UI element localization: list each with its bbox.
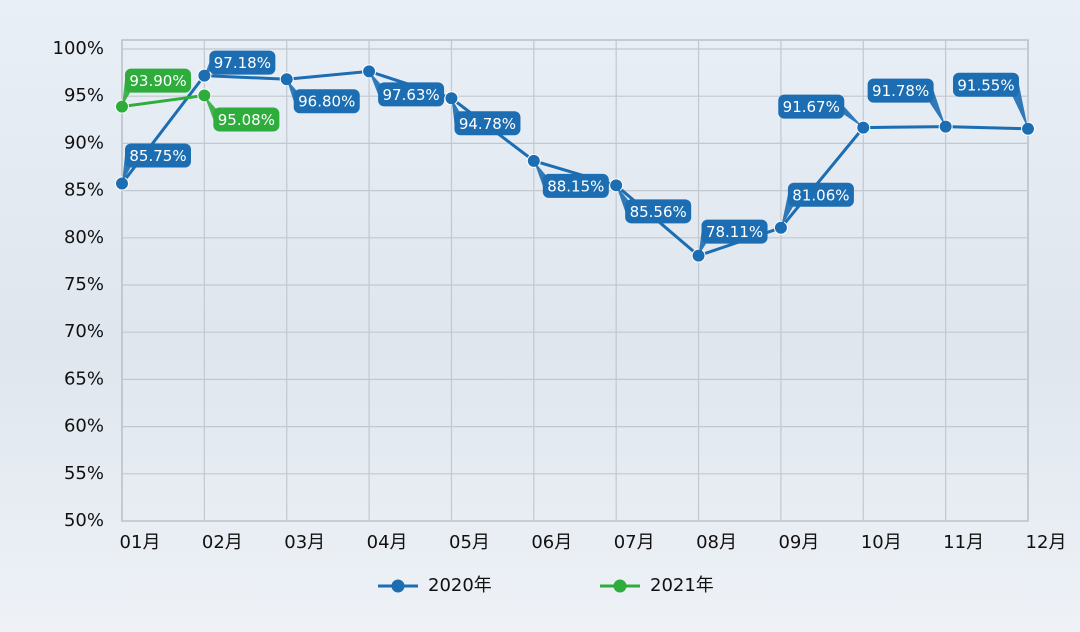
series-line <box>120 69 1029 258</box>
label-box <box>787 182 854 207</box>
y-tick-label: 50% <box>64 510 104 531</box>
data-label: 94.78% <box>459 115 516 133</box>
series-line <box>121 93 205 109</box>
label-box <box>542 173 609 198</box>
x-tick-label: 09月 <box>778 532 819 553</box>
data-label: 93.90% <box>129 72 186 90</box>
x-tick-label: 04月 <box>367 532 408 553</box>
y-tick-label: 85% <box>64 180 104 201</box>
label-box <box>213 107 280 132</box>
x-tick-label: 03月 <box>284 532 325 553</box>
x-tick-label: 01月 <box>120 532 161 553</box>
label-box <box>625 199 692 224</box>
data-label: 91.55% <box>957 76 1014 94</box>
y-tick-label: 70% <box>64 321 104 342</box>
legend-label: 2021年 <box>650 575 714 596</box>
data-label: 91.78% <box>872 82 929 100</box>
label-box <box>293 89 360 114</box>
x-tick-label: 08月 <box>696 532 737 553</box>
data-label: 97.18% <box>214 54 271 72</box>
y-tick-label: 95% <box>64 85 104 106</box>
label-box <box>125 68 191 93</box>
legend-marker <box>613 579 627 593</box>
legend-label: 2020年 <box>428 575 492 596</box>
x-tick-label: 06月 <box>531 532 572 553</box>
label-box <box>378 82 445 107</box>
y-tick-label: 60% <box>64 416 104 437</box>
x-tick-label: 10月 <box>861 532 902 553</box>
label-box <box>953 72 1019 97</box>
x-tick-label: 02月 <box>202 532 243 553</box>
y-tick-label: 65% <box>64 368 104 389</box>
x-tick-label: 12月 <box>1026 532 1067 553</box>
label-box <box>701 219 768 244</box>
y-tick-label: 100% <box>53 38 104 59</box>
y-tick-label: 75% <box>64 274 104 295</box>
data-label: 95.08% <box>218 111 275 129</box>
label-tail <box>204 62 222 76</box>
data-label: 91.67% <box>783 98 840 116</box>
label-box <box>125 143 191 168</box>
legend-marker <box>391 579 405 593</box>
label-box <box>867 78 934 103</box>
data-label: 78.11% <box>706 223 763 241</box>
data-label: 81.06% <box>792 186 849 204</box>
y-tick-label: 55% <box>64 463 104 484</box>
y-tick-label: 80% <box>64 227 104 248</box>
x-tick-label: 07月 <box>614 532 655 553</box>
data-label: 88.15% <box>547 177 604 195</box>
y-tick-label: 90% <box>64 132 104 153</box>
data-label: 96.80% <box>298 93 355 111</box>
label-box <box>209 50 276 75</box>
data-label: 85.56% <box>630 203 687 221</box>
label-box <box>778 94 845 119</box>
x-tick-label: 11月 <box>943 532 984 553</box>
label-box <box>454 111 521 136</box>
data-label: 97.63% <box>382 86 439 104</box>
x-tick-label: 05月 <box>449 532 490 553</box>
data-label: 85.75% <box>129 147 186 165</box>
